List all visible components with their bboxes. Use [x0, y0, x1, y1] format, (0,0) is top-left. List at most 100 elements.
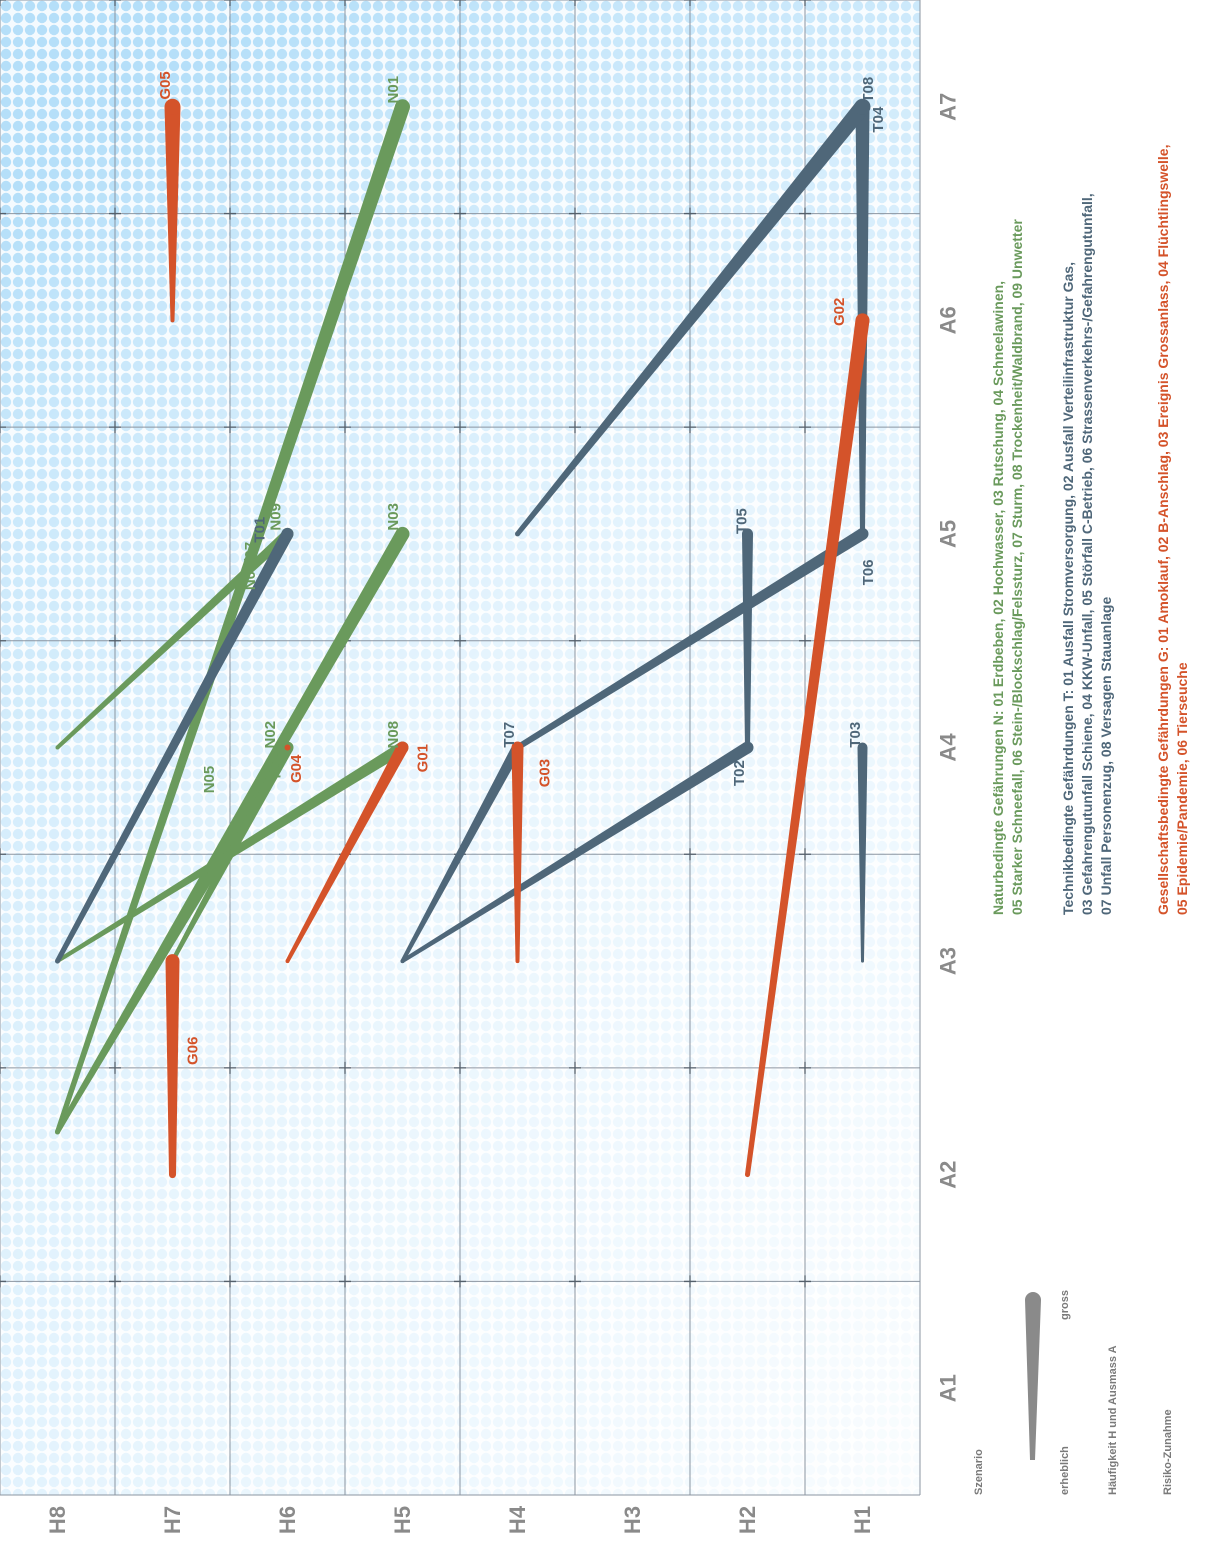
y-tick-label: H4 [505, 1505, 530, 1534]
series-label-t02: T02 [731, 760, 748, 786]
series-dot [284, 744, 291, 751]
series-wedge [55, 531, 293, 963]
x-tick-label: A2 [936, 1161, 961, 1189]
series-end-cap [855, 313, 870, 328]
series-label-n05: N05 [201, 766, 218, 794]
grid-cross [799, 207, 811, 220]
series-label-n01: N01 [385, 76, 402, 104]
legend-line-g: 05 Epidemie/Pandemie, 06 Tierseuche [1174, 662, 1190, 915]
series-label-t06: T06 [860, 559, 877, 585]
series-end-cap [857, 742, 868, 753]
grid-cross [569, 207, 581, 220]
series-t01 [55, 527, 294, 964]
grid-cross [0, 634, 6, 647]
legend-gradient-sub: Risiko-Zunahme [1162, 1409, 1174, 1495]
grid-cross [569, 421, 581, 434]
category-legend: Naturbedingte Gefährungen N: 01 Erdbeben… [990, 145, 1190, 915]
grid-cross [454, 1061, 466, 1074]
grid-cross [684, 848, 696, 861]
legend-line-t: 07 Unfall Personenzug, 08 Versagen Staua… [1098, 597, 1114, 915]
series-wedge [56, 742, 406, 963]
grid-cross [0, 1275, 6, 1288]
grid-lines [0, 0, 921, 1496]
series-wedge [742, 533, 753, 748]
series-start-cap [170, 318, 175, 323]
legend-size-large: gross [1059, 1290, 1071, 1320]
grid-cross [684, 0, 696, 6]
legend-line-n: Naturbedingte Gefährungen N: 01 Erdbeben… [990, 281, 1006, 915]
grid-cross [684, 421, 696, 434]
series-start-cap [861, 959, 864, 963]
series-start-cap [400, 959, 405, 964]
series-wedge [164, 106, 181, 321]
series-end-cap [395, 99, 410, 115]
x-tick-label: A7 [936, 93, 961, 121]
series-wedge [401, 742, 751, 963]
series-start-cap [745, 745, 750, 750]
series-end-cap [396, 741, 409, 754]
grid-cross [224, 1061, 236, 1074]
grid-cross [339, 1061, 351, 1074]
series-label-n08: N08 [385, 721, 402, 749]
y-tick-label: H2 [735, 1506, 760, 1534]
series-label-g03: G03 [537, 759, 554, 787]
y-tick-label: H1 [850, 1506, 875, 1534]
series-label-t05: T05 [733, 508, 750, 534]
series-end-cap [281, 527, 294, 540]
grid-cross [109, 207, 121, 220]
series-layer [55, 98, 871, 1179]
series-t05 [742, 528, 753, 750]
grid-cross [109, 634, 121, 647]
grid-cross [684, 1061, 696, 1074]
series-wedge [511, 747, 524, 962]
series-label-n03: N03 [385, 503, 402, 531]
legend-gradient-label: Häufigkeit H und Ausmass A [1107, 1345, 1119, 1495]
y-tick-label: H7 [160, 1506, 185, 1534]
series-end-cap [165, 954, 180, 969]
legend-size-wedge [1025, 1292, 1041, 1460]
grid-cross [569, 1275, 581, 1288]
series-wedge [857, 747, 868, 962]
series-label-t01: T01 [251, 517, 268, 543]
grid-cross [799, 848, 811, 861]
grid-cross [224, 0, 236, 6]
grid-cross [0, 421, 6, 434]
series-start-cap [169, 1171, 176, 1179]
series-g05 [164, 98, 181, 323]
legend-title: Szenario [973, 1449, 985, 1495]
series-wedge [55, 104, 410, 1133]
grid-cross [799, 0, 811, 6]
y-tick-label: H5 [390, 1506, 415, 1534]
grid-cross [799, 1061, 811, 1074]
series-start-cap [55, 958, 60, 964]
series-g06 [165, 954, 180, 1179]
x-tick-label: A6 [936, 306, 961, 334]
series-label-g06: G06 [185, 1037, 202, 1065]
grid-cross [0, 848, 6, 861]
grid-cross [454, 421, 466, 434]
grid-cross [454, 634, 466, 647]
grid-cross [569, 0, 581, 6]
legend-line-g: Gesellschaftsbedingte Gefährdungen G: 01… [1155, 145, 1171, 915]
series-start-cap [515, 531, 520, 537]
series-label-n02: N02 [262, 721, 279, 749]
series-end-cap [511, 741, 524, 754]
series-g01 [285, 741, 409, 964]
series-t03 [857, 742, 868, 963]
grid-cross [454, 207, 466, 220]
grid-cross [224, 1275, 236, 1288]
series-label-g05: G05 [157, 71, 174, 99]
grid-cross [109, 1275, 121, 1288]
series-g02 [745, 313, 870, 1178]
grid-cross [339, 207, 351, 220]
series-end-cap [395, 526, 410, 541]
legend-line-t: 03 Gefahrengutunfall Schiene, 04 KKW-Unf… [1079, 193, 1095, 915]
grid-cross [224, 421, 236, 434]
series-end-cap [856, 527, 869, 540]
grid-cross [799, 634, 811, 647]
grid-cross [454, 0, 466, 6]
series-label-n04-07: N04/07 [242, 542, 259, 590]
grid-cross [799, 421, 811, 434]
